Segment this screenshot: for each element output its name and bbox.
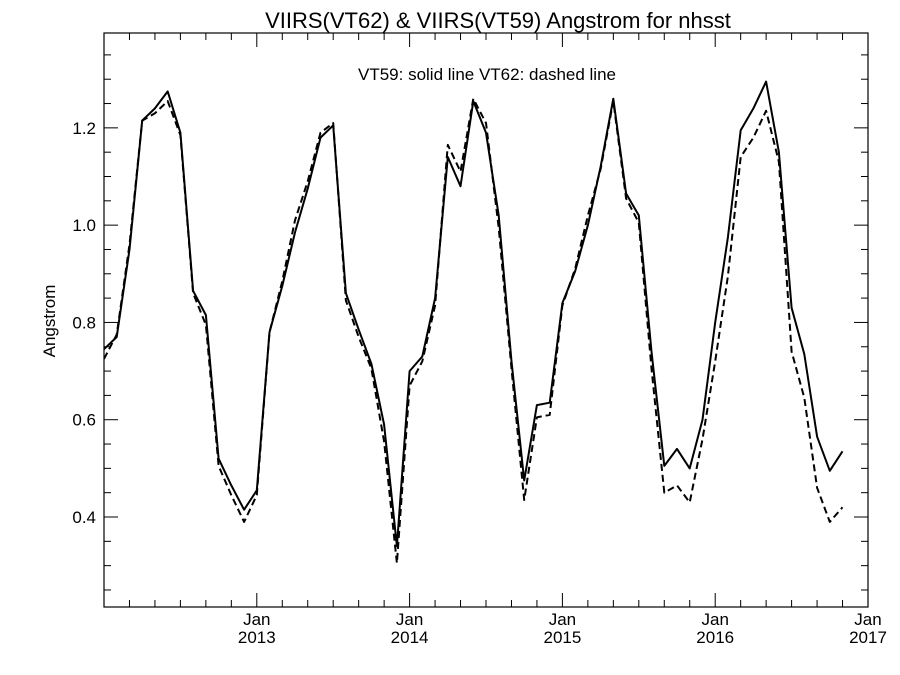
series-line-vt62: [104, 97, 844, 565]
y-tick-label: 1.0: [72, 216, 96, 235]
series-line-vt59: [104, 80, 844, 548]
x-tick-label-year: 2015: [543, 628, 581, 647]
x-tick-label-month: Jan: [549, 610, 576, 629]
x-tick-label-month: Jan: [396, 610, 423, 629]
y-tick-label: 0.6: [72, 411, 96, 430]
x-tick-label-month: Jan: [854, 610, 881, 629]
y-tick-label: 0.4: [72, 508, 96, 527]
line-style-annotation: VT59: solid line VT62: dashed line: [358, 65, 616, 84]
chart-title: VIIRS(VT62) & VIIRS(VT59) Angstrom for n…: [265, 8, 731, 33]
y-axis-ticks: 0.4 0.6 0.8 1.0 1.2: [72, 54, 868, 591]
x-tick-label-year: 2014: [391, 628, 429, 647]
series-lines: [104, 80, 844, 565]
x-tick-label-month: Jan: [701, 610, 728, 629]
y-tick-label: 1.2: [72, 119, 96, 138]
x-tick-label-year: 2016: [696, 628, 734, 647]
plot-frame: [103, 32, 869, 608]
x-tick-label-year: 2013: [238, 628, 276, 647]
x-tick-label-month: Jan: [243, 610, 270, 629]
y-axis-title: Angstrom: [40, 285, 59, 358]
y-tick-label: 0.8: [72, 313, 96, 332]
x-tick-label-year: 2017: [849, 628, 887, 647]
